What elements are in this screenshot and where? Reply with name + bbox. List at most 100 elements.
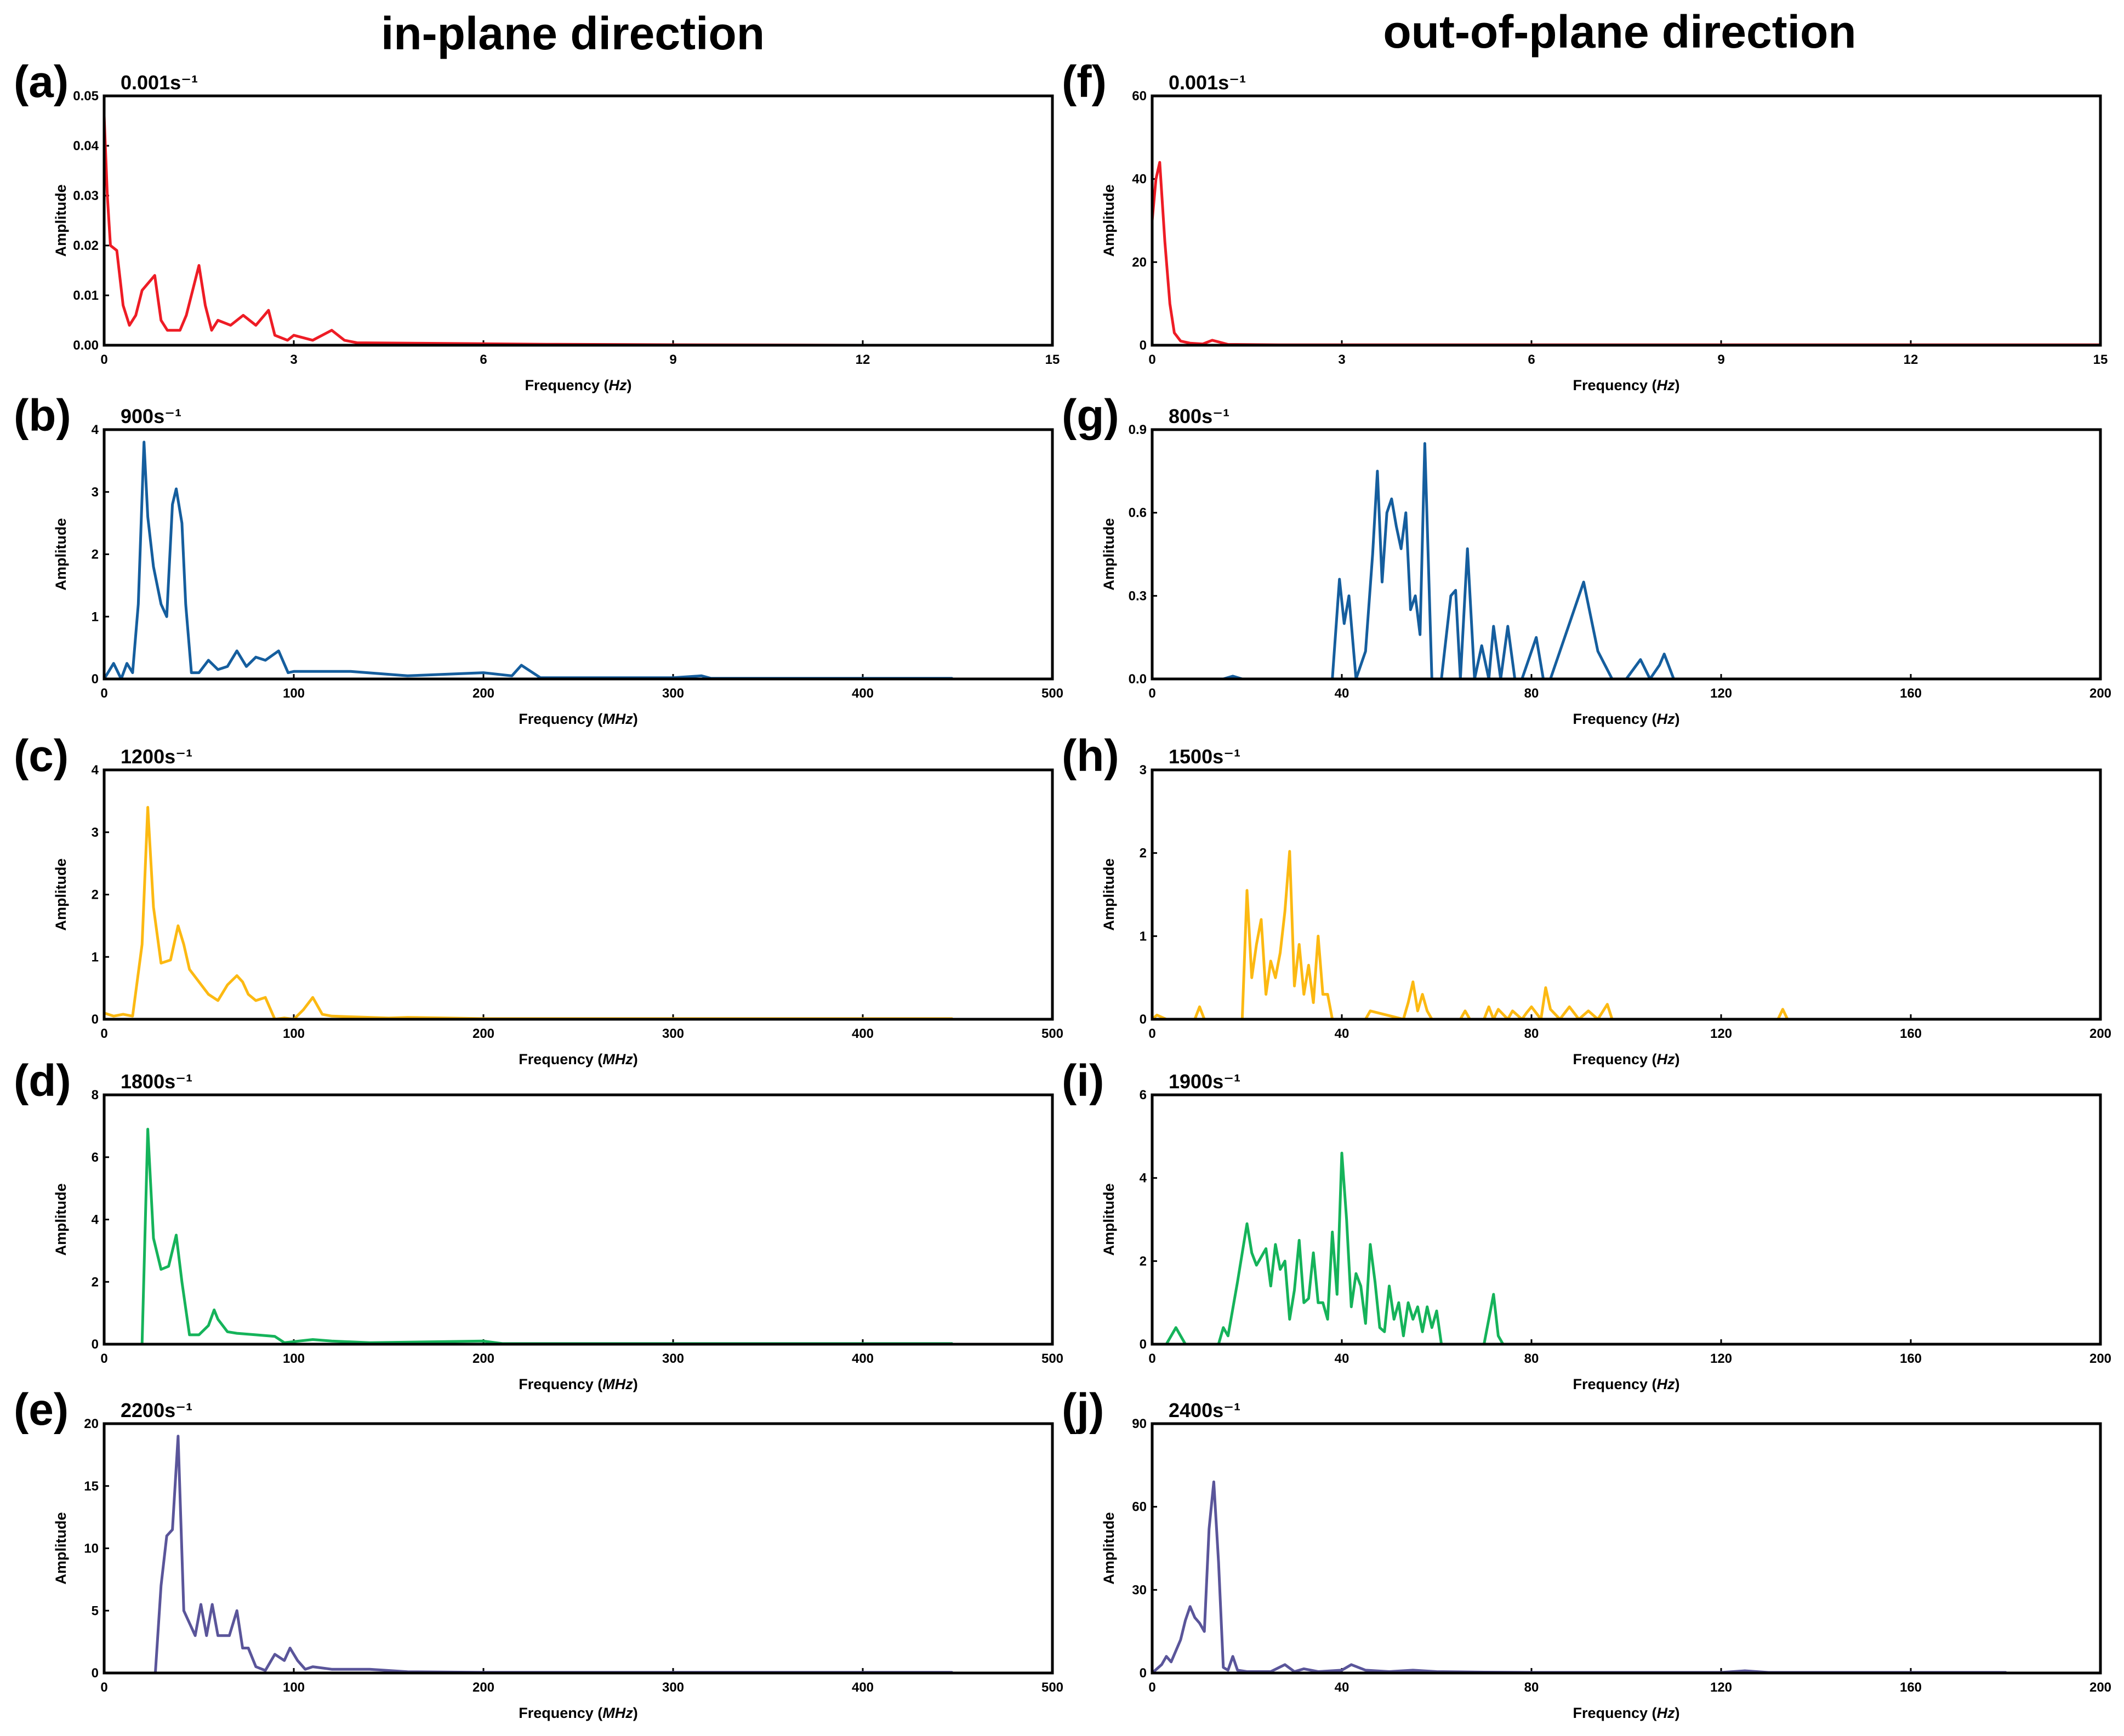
x-tick-label: 15 [2093,352,2108,367]
x-tick-label: 0 [1148,352,1155,367]
plot-frame [1151,1422,2102,1675]
x-tick-label: 12 [1904,352,1918,367]
y-tick-label: 90 [1132,1417,1147,1431]
y-tick-label: 40 [1132,172,1147,187]
x-axis-label: Frequency (MHz) [519,1376,638,1392]
x-axis-label: Frequency (Hz) [1573,1705,1679,1721]
y-tick-label: 0 [1140,1666,1147,1681]
y-tick-label: 2 [1140,846,1147,861]
x-tick-label: 300 [662,1026,684,1041]
y-tick-label: 4 [1140,1171,1147,1186]
y-axis-label: Amplitude [1101,518,1117,591]
panel-title: 900s⁻¹ [121,405,181,427]
panel-j: (j) 2400s⁻¹ 0 30 60 90 0 40 80 120 160 200 Amplitude… [1062,1385,2111,1721]
plot-frame [103,1422,1054,1675]
x-tick-label: 0 [100,1680,107,1695]
series-line [103,806,954,1021]
x-tick-label: 0 [1148,1351,1155,1366]
y-tick-label: 0.9 [1129,422,1147,437]
y-tick-label: 0.05 [73,89,99,104]
plot-frame [1151,768,2102,1021]
y-tick-label: 20 [1132,255,1147,270]
x-tick-label: 400 [852,686,874,701]
x-tick-label: 6 [1528,352,1535,367]
y-axis-label: Amplitude [53,185,69,257]
panel-title: 800s⁻¹ [1169,405,1229,427]
panel-letter: (h) [1062,731,1119,781]
x-tick-label: 100 [283,1680,305,1695]
x-tick-label: 120 [1710,1680,1732,1695]
y-tick-label: 30 [1132,1583,1147,1597]
panel-c: (c) 1200s⁻¹ 0 1 2 3 4 0 100 200 300 400 500 Amplitude… [14,731,1063,1067]
x-tick-label: 300 [662,686,684,701]
x-tick-label: 200 [472,686,494,701]
x-tick-label: 200 [2089,1351,2111,1366]
panel-letter: (e) [14,1385,69,1435]
x-tick-label: 0 [100,352,107,367]
series-line [103,1435,954,1675]
y-tick-label: 8 [92,1088,99,1103]
x-tick-label: 40 [1335,1026,1349,1041]
x-tick-label: 200 [472,1026,494,1041]
y-axis-label: Amplitude [1101,1184,1117,1256]
y-tick-label: 20 [84,1417,99,1431]
plot-frame [103,1093,1054,1346]
y-tick-label: 0.0 [1129,672,1147,687]
x-axis-label: Frequency (MHz) [519,711,638,727]
panel-h: (h) 1500s⁻¹ 0 1 2 3 0 40 80 120 160 200 Amplitude Fre… [1062,731,2111,1067]
plot-frame [1151,94,2102,347]
x-tick-label: 200 [2089,1026,2111,1041]
x-tick-label: 160 [1900,686,1922,701]
panel-letter: (c) [14,731,69,781]
x-tick-label: 80 [1524,1351,1539,1366]
y-tick-label: 60 [1132,89,1147,104]
y-tick-label: 3 [92,485,99,500]
x-axis-label: Frequency (Hz) [1573,1376,1679,1392]
x-axis-label: Frequency (Hz) [525,377,631,393]
x-tick-label: 200 [2089,686,2111,701]
x-tick-label: 400 [852,1351,874,1366]
x-tick-label: 3 [1338,352,1345,367]
x-tick-label: 80 [1524,1026,1539,1041]
y-tick-label: 0.6 [1129,506,1147,521]
series-line [103,114,1054,347]
y-tick-label: 4 [92,763,99,778]
panel-d: (d) 1800s⁻¹ 0 2 4 6 8 0 100 200 300 400 500 Amplitude… [14,1056,1063,1392]
y-tick-label: 1 [92,950,99,964]
panel-title: 0.001s⁻¹ [1169,71,1246,94]
panel-title: 2200s⁻¹ [121,1399,192,1421]
x-axis-label: Frequency (MHz) [519,1705,638,1721]
x-tick-label: 0 [1148,686,1155,701]
panel-i: (i) 1900s⁻¹ 0 2 4 6 0 40 80 120 160 200 Amplitude Fre… [1062,1056,2111,1392]
y-tick-label: 10 [84,1541,99,1556]
x-tick-label: 0 [100,686,107,701]
plot-frame [103,94,1054,347]
x-tick-label: 200 [472,1680,494,1695]
x-tick-label: 500 [1041,1351,1063,1366]
x-tick-label: 15 [1045,352,1060,367]
panel-letter: (b) [14,391,71,441]
panel-title: 1800s⁻¹ [121,1070,192,1093]
y-tick-label: 0 [1140,1012,1147,1027]
y-tick-label: 6 [92,1150,99,1165]
y-tick-label: 2 [92,888,99,903]
x-axis-label: Frequency (Hz) [1573,711,1679,727]
y-tick-label: 0 [1140,1337,1147,1352]
y-tick-label: 2 [92,1275,99,1289]
y-tick-label: 0.03 [73,189,99,203]
panel-title: 2400s⁻¹ [1169,1399,1240,1421]
x-tick-label: 0 [100,1026,107,1041]
x-tick-label: 0 [1148,1026,1155,1041]
x-tick-label: 120 [1710,1351,1732,1366]
x-tick-label: 80 [1524,1680,1539,1695]
x-tick-label: 160 [1900,1680,1922,1695]
panel-title: 1200s⁻¹ [121,745,192,768]
x-tick-label: 100 [283,1351,305,1366]
series-line [103,441,954,681]
x-tick-label: 0 [100,1351,107,1366]
plot-frame [103,428,1054,681]
y-tick-label: 15 [84,1479,99,1494]
panel-letter: (g) [1062,391,1119,441]
y-axis-label: Amplitude [1101,1512,1117,1585]
